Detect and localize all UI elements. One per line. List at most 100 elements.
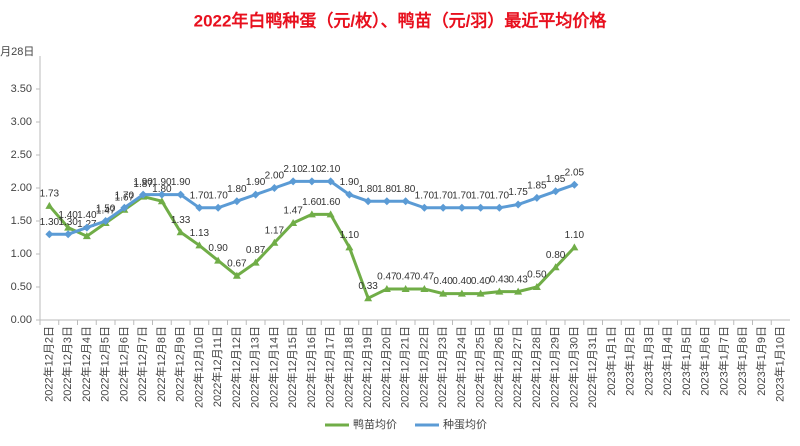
point: [476, 289, 485, 297]
point: [82, 223, 91, 232]
point: [514, 287, 523, 295]
point: [476, 203, 485, 212]
data-label: 1.13: [190, 228, 210, 239]
y-tick-label: 1.00: [11, 248, 32, 260]
x-tick-label: 2023年1月5日: [679, 326, 693, 396]
point: [382, 197, 391, 206]
point: [439, 289, 448, 297]
data-label: 1.70: [208, 190, 228, 201]
x-tick-label: 2023年1月2日: [623, 326, 637, 396]
x-tick-label: 2023年1月4日: [660, 326, 674, 396]
point: [214, 203, 223, 212]
x-tick-label: 2022年12月16日: [304, 326, 318, 408]
data-label: 2.10: [302, 164, 322, 175]
point: [551, 263, 560, 271]
point: [82, 232, 91, 240]
data-label: 1.70: [471, 190, 491, 201]
data-label: 0.40: [452, 276, 472, 287]
legend-label: 鸭苗均价: [353, 418, 397, 431]
point: [420, 284, 429, 292]
data-label: 1.73: [40, 188, 60, 199]
data-label: 1.17: [265, 225, 285, 236]
point: [251, 190, 260, 199]
point: [382, 284, 391, 292]
point: [457, 289, 466, 297]
data-label: 1.80: [377, 184, 397, 195]
x-tick-label: 2022年12月4日: [79, 326, 93, 402]
data-label: 1.85: [527, 181, 547, 192]
point: [289, 177, 298, 186]
point: [570, 243, 579, 251]
data-label: 1.60: [321, 197, 341, 208]
x-tick-label: 2022年12月31日: [585, 326, 599, 408]
y-tick-label: 1.50: [11, 215, 32, 227]
y-tick-label: 3.50: [11, 83, 32, 95]
chart-title: 2022年白鸭种蛋（元/枚）、鸭苗（元/羽）最近平均价格: [194, 10, 608, 30]
data-label: 2.10: [321, 164, 341, 175]
x-tick-label: 2023年1月10日: [773, 326, 787, 402]
data-label: 1.40: [77, 210, 97, 221]
x-tick-label: 2022年12月15日: [285, 326, 299, 408]
y-tick-label: 2.00: [11, 182, 32, 194]
point: [195, 241, 204, 249]
x-tick-label: 2022年12月18日: [341, 326, 355, 408]
data-label: 0.47: [396, 272, 416, 283]
point: [289, 218, 298, 226]
point: [401, 197, 410, 206]
point: [251, 258, 260, 266]
point: [326, 210, 335, 218]
x-tick-label: 2022年12月5日: [98, 326, 112, 402]
x-tick-label: 2023年1月6日: [698, 326, 712, 396]
x-tick-label: 2022年12月30日: [566, 326, 580, 408]
axis-label: 1月28日: [0, 46, 34, 58]
data-label: 1.80: [396, 184, 416, 195]
x-tick-label: 2022年12月12日: [229, 326, 243, 408]
data-label: 1.90: [246, 177, 266, 188]
data-label: 1.75: [508, 187, 528, 198]
data-label: 1.33: [171, 215, 191, 226]
point: [270, 238, 279, 246]
point: [307, 210, 316, 218]
point: [232, 197, 241, 206]
point: [345, 190, 354, 199]
point: [157, 197, 166, 205]
point: [514, 200, 523, 209]
point: [551, 187, 560, 196]
point: [345, 243, 354, 251]
x-tick-label: 2023年1月3日: [641, 326, 655, 396]
data-label: 0.43: [490, 274, 510, 285]
data-label: 0.80: [546, 250, 566, 261]
point: [120, 203, 129, 212]
x-tick-label: 2022年12月28日: [529, 326, 543, 408]
data-label: 1.30: [40, 217, 60, 228]
x-tick-label: 2022年12月13日: [248, 326, 262, 408]
point: [364, 294, 373, 302]
y-tick-label: 3.00: [11, 116, 32, 128]
point: [532, 283, 541, 290]
data-label: 1.80: [152, 184, 172, 195]
data-label: 1.47: [283, 206, 303, 217]
data-label: 1.87: [133, 179, 153, 190]
point: [64, 223, 73, 231]
x-tick-label: 2022年12月2日: [41, 326, 55, 402]
data-label: 1.60: [302, 197, 322, 208]
legend-label: 种蛋均价: [443, 417, 487, 431]
x-tick-label: 2022年12月8日: [154, 326, 168, 402]
point: [270, 184, 279, 192]
point: [420, 203, 429, 212]
x-tick-label: 2022年12月11日: [210, 326, 224, 407]
data-label: 1.70: [415, 190, 435, 201]
point: [439, 203, 448, 212]
data-label: 2.10: [283, 164, 303, 175]
data-label: 1.70: [115, 190, 135, 201]
data-label: 1.80: [227, 184, 247, 195]
x-tick-label: 2022年12月22日: [416, 326, 430, 408]
data-label: 1.90: [133, 177, 153, 188]
data-label: 0.87: [246, 245, 266, 256]
point: [101, 217, 110, 225]
x-tick-label: 2022年12月19日: [360, 326, 374, 408]
data-label: 0.67: [227, 258, 247, 269]
data-label: 0.43: [508, 274, 528, 285]
data-label: 0.33: [358, 281, 378, 292]
